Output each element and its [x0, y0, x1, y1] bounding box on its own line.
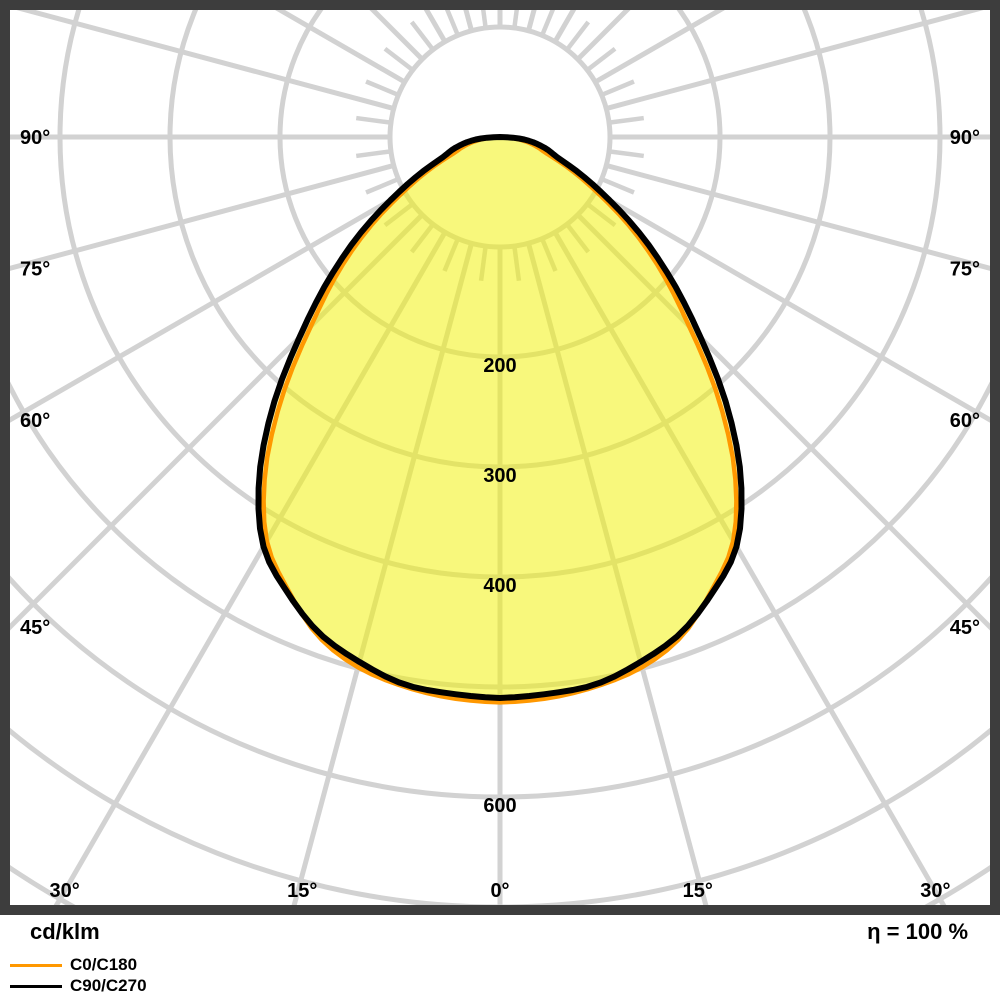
- angle-label-bottom-left-30: 30°: [49, 880, 79, 902]
- polar-grid: [10, 10, 990, 905]
- tick-97.5: [608, 115, 645, 125]
- legend-label-c90-c270: C90/C270: [70, 976, 147, 995]
- spoke-330: [53, 231, 448, 905]
- angle-label-bottom-left-15: 15°: [287, 880, 317, 902]
- angle-label-left-45: 45°: [20, 617, 50, 639]
- tick-277.5: [355, 149, 392, 159]
- ring-label-400: 400: [483, 575, 516, 597]
- spoke-45: [576, 213, 990, 631]
- polar-chart: 200 300 400 600 0° 15° 15° 30° 30° 45° 45° 60° 60° 75…: [0, 0, 1000, 915]
- tick-37.5: [565, 222, 591, 254]
- intensity-curves: [255, 134, 745, 705]
- tick-337.5: [442, 237, 460, 272]
- spoke-60: [594, 189, 990, 423]
- angle-label-right-75: 75°: [950, 258, 980, 280]
- tick-247.5: [365, 79, 400, 97]
- spoke-315: [10, 213, 424, 631]
- tick-142.5: [565, 20, 591, 52]
- tick-172.5: [512, 10, 519, 29]
- tick-187.5: [481, 10, 488, 29]
- tick-22.5: [540, 237, 558, 272]
- spoke-75: [605, 163, 990, 271]
- tick-202.5: [444, 10, 460, 37]
- angle-labels: 0° 15° 15° 30° 30° 45° 45° 60° 60° 75° 75° 90° 90°: [20, 127, 980, 902]
- angle-label-right-60: 60°: [950, 410, 980, 432]
- spoke-285: [10, 163, 395, 271]
- fill-c90-c270: [258, 137, 742, 698]
- tick-157.5: [540, 10, 556, 37]
- plot-frame: [0, 0, 1000, 915]
- ring-label-600: 600: [483, 795, 516, 817]
- tick-127.5: [585, 46, 617, 72]
- legend-label-c0-c180: C0/C180: [70, 955, 138, 974]
- spoke-240: [275, 10, 406, 85]
- ring-label-200: 200: [483, 355, 516, 377]
- tick-322.5: [409, 222, 435, 254]
- legend-swatch-c0-c180: [10, 964, 62, 967]
- angle-label-right-45: 45°: [950, 617, 980, 639]
- tick-307.5: [383, 202, 415, 228]
- tick-262.5: [355, 115, 392, 125]
- ring-labels: 200 300 400 600: [483, 355, 516, 817]
- fill-c0-c180: [263, 137, 737, 703]
- angle-label-right-90: 90°: [950, 127, 980, 149]
- angle-label-bottom-right-30: 30°: [920, 880, 950, 902]
- angle-label-left-90: 90°: [20, 127, 50, 149]
- units-label: cd/klm: [30, 919, 100, 944]
- tick-52.5: [585, 202, 617, 228]
- spoke-255: [16, 10, 395, 111]
- tick-217.5: [409, 20, 435, 52]
- spoke-120: [594, 10, 725, 85]
- tick-292.5: [365, 177, 400, 195]
- tick-7.5: [512, 245, 522, 282]
- chart-footer: cd/klm η = 100 % C0/C180 C90/C270: [0, 915, 1000, 1000]
- tick-232.5: [383, 46, 415, 72]
- spoke-30: [552, 231, 947, 905]
- angle-label-left-60: 60°: [20, 410, 50, 432]
- tick-112.5: [600, 79, 635, 97]
- angle-label-bottom-0: 0°: [490, 880, 509, 902]
- tick-352.5: [478, 245, 488, 282]
- angle-label-left-75: 75°: [20, 258, 50, 280]
- tick-82.5: [608, 149, 645, 159]
- legend-swatch-c90-c270: [10, 985, 62, 988]
- tick-67.5: [600, 177, 635, 195]
- spoke-300: [10, 189, 406, 423]
- angle-label-bottom-right-15: 15°: [683, 880, 713, 902]
- spoke-105: [605, 10, 984, 111]
- efficiency-label: η = 100 %: [867, 919, 968, 944]
- ring-label-300: 300: [483, 465, 516, 487]
- curve-c90-c270: [255, 134, 745, 701]
